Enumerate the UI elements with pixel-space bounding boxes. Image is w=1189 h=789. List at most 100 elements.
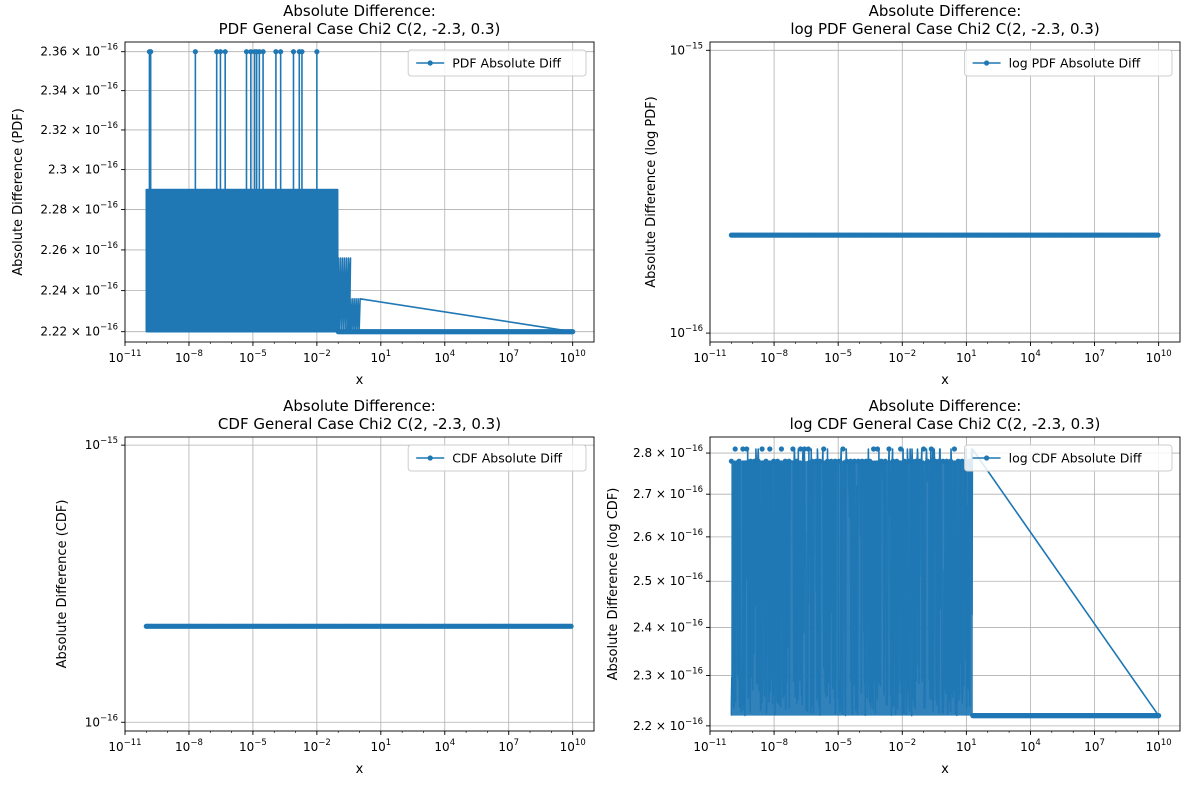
subplot-4: 10−11 10−8 10−5 10−2 101 104 107 1010 2.2 × 10−1… <box>606 397 1181 777</box>
y-axis-label: Absolute Difference (CDF) <box>55 500 70 669</box>
data-point <box>821 446 827 452</box>
legend-box <box>964 49 1173 77</box>
data-point <box>921 446 927 452</box>
x-tick-label: 10−5 <box>239 349 267 365</box>
data-point <box>759 446 765 452</box>
legend: PDF Absolute Diff <box>407 49 587 77</box>
data-point <box>744 446 750 452</box>
data-point <box>786 458 792 464</box>
data-point <box>894 458 900 464</box>
data-point <box>951 446 958 452</box>
x-tick-label: 10−5 <box>824 349 852 365</box>
data-point <box>909 458 915 464</box>
y-tick-label: 2.7 × 10−16 <box>633 485 703 501</box>
x-ticks: 10−11 10−8 10−5 10−2 101 104 107 1010 <box>693 342 1172 365</box>
y-axis-label: Absolute Difference (PDF) <box>11 108 26 276</box>
data-point <box>273 49 279 55</box>
y-ticks: 2.2 × 10−16 2.3 × 10−16 2.4 × 10−16 2.5 × 1… <box>633 444 710 733</box>
data-point <box>570 329 576 335</box>
x-tick-label: 10−2 <box>303 738 331 754</box>
data-point <box>778 446 785 452</box>
data-point <box>755 458 761 464</box>
data-point <box>863 458 869 464</box>
baseline-markers <box>728 232 1161 238</box>
subplot-1: 10−11 10−8 10−5 10−2 101 104 107 1010 2.22 × 10−… <box>11 2 595 388</box>
data-point <box>840 446 846 452</box>
legend: CDF Absolute Diff <box>407 444 587 472</box>
x-tick-label: 10−2 <box>303 349 331 365</box>
data-point <box>878 458 884 464</box>
baseline-markers <box>143 623 574 629</box>
data-point <box>855 458 861 464</box>
y-tick-label: 10−16 <box>670 324 703 340</box>
data-point <box>809 458 815 464</box>
legend: log PDF Absolute Diff <box>964 49 1173 77</box>
data-point <box>248 49 254 55</box>
data-point <box>944 458 950 464</box>
y-tick-label: 2.6 × 10−16 <box>633 528 703 544</box>
baseline-markers <box>970 713 1162 719</box>
data-point <box>905 458 911 464</box>
y-tick-label: 2.3 × 10−16 <box>48 161 118 177</box>
chart-title-line-1: Absolute Difference: <box>283 397 436 415</box>
x-tick-label: 104 <box>1020 349 1041 365</box>
x-tick-label: 10−5 <box>239 738 267 754</box>
legend-marker <box>427 455 433 461</box>
data-point <box>222 49 228 55</box>
data-point <box>751 458 758 464</box>
x-tick-label: 104 <box>434 738 455 754</box>
data-point <box>736 458 742 464</box>
y-tick-label: 2.32 × 10−16 <box>40 121 118 137</box>
y-tick-label: 2.3 × 10−16 <box>633 667 703 683</box>
y-tick-label: 2.8 × 10−16 <box>633 444 703 460</box>
data-point <box>832 458 838 464</box>
y-ticks: 10−16 10−15 <box>670 41 710 340</box>
data-point <box>959 458 965 464</box>
top-markers <box>728 446 973 464</box>
data-point <box>813 458 819 464</box>
y-tick-label: 2.2 × 10−16 <box>633 717 703 733</box>
y-ticks: 2.22 × 10−16 2.24 × 10−16 2.26 × 10−16 2.28… <box>40 43 125 339</box>
data-point <box>1156 713 1162 719</box>
y-tick-label: 10−16 <box>85 713 118 729</box>
y-axis-label: Absolute Difference (log CDF) <box>606 488 621 681</box>
x-tick-label: 10−11 <box>108 738 141 754</box>
y-tick-label: 2.28 × 10−16 <box>40 201 118 217</box>
series-line <box>145 49 576 335</box>
data-point <box>568 623 574 629</box>
data-point <box>740 446 746 452</box>
data-point <box>217 49 224 55</box>
x-tick-label: 10−11 <box>108 349 141 365</box>
data-point <box>290 49 297 55</box>
legend-marker <box>984 60 990 66</box>
data-point <box>886 446 892 452</box>
data-point <box>844 458 850 464</box>
data-point <box>192 49 198 55</box>
noise-band <box>731 461 973 716</box>
data-point <box>1155 232 1161 238</box>
data-point <box>243 49 250 55</box>
x-tick-label: 101 <box>370 738 391 754</box>
legend-box <box>407 444 587 472</box>
data-point <box>299 49 305 55</box>
grid <box>709 42 1180 342</box>
x-tick-label: 10−8 <box>760 349 788 365</box>
y-tick-label: 2.22 × 10−16 <box>40 323 118 339</box>
chart-title-line-1: Absolute Difference: <box>869 397 1022 415</box>
data-point <box>898 446 904 452</box>
legend-box <box>407 49 587 77</box>
y-tick-label: 10−15 <box>85 436 118 452</box>
legend-box <box>964 444 1173 472</box>
legend-label: CDF Absolute Diff <box>452 451 562 466</box>
baseline-markers <box>335 329 576 335</box>
series-line <box>143 623 574 629</box>
data-point <box>314 49 320 55</box>
data-point <box>913 458 919 464</box>
legend-marker <box>427 60 433 66</box>
y-tick-label: 2.26 × 10−16 <box>40 241 118 257</box>
data-point <box>859 458 865 464</box>
legend-label: log CDF Absolute Diff <box>1009 451 1142 466</box>
grid <box>124 437 594 731</box>
data-point <box>798 446 804 452</box>
y-tick-label: 2.36 × 10−16 <box>40 43 118 59</box>
